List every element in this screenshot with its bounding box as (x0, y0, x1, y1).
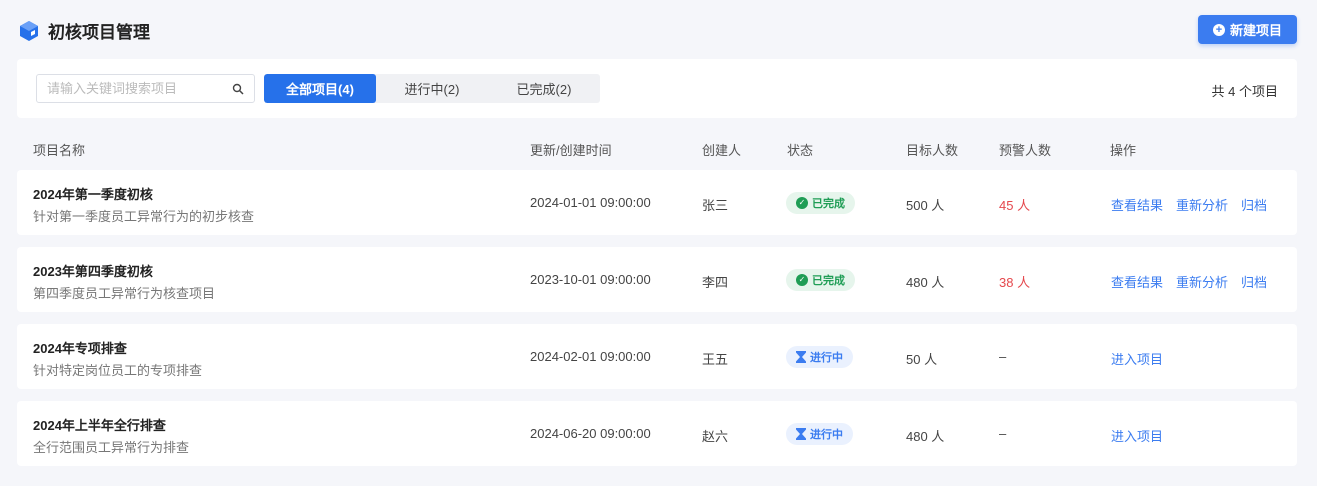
action-link[interactable]: 重新分析 (1176, 275, 1229, 290)
status-text: 已完成 (812, 275, 845, 287)
hourglass-icon (796, 428, 806, 440)
warn-count: – (999, 426, 1007, 441)
action-link[interactable]: 归档 (1241, 275, 1268, 290)
project-name[interactable]: 2024年专项排查 (33, 341, 127, 356)
plus-icon: + (1212, 23, 1225, 36)
row-actions: 查看结果 重新分析 归档 (1111, 195, 1267, 214)
filter-bar: 全部项目(4) 进行中(2) 已完成(2) 共 4 个项目 (17, 59, 1297, 118)
target-count: 480 人 (906, 429, 945, 444)
row-actions: 查看结果 重新分析 归档 (1111, 272, 1267, 291)
status-tabs: 全部项目(4) 进行中(2) 已完成(2) (264, 74, 600, 103)
col-ops: 操作 (1110, 143, 1137, 158)
col-name: 项目名称 (33, 143, 86, 158)
action-link[interactable]: 查看结果 (1111, 275, 1164, 290)
status-badge: ✓ 已完成 (786, 269, 855, 291)
search-input[interactable] (47, 81, 232, 96)
project-time: 2024-06-20 09:00:00 (530, 426, 651, 441)
project-desc: 全行范围员工异常行为排查 (33, 440, 190, 455)
check-circle-icon: ✓ (796, 274, 808, 286)
project-creator: 王五 (702, 352, 729, 367)
hourglass-icon (796, 351, 806, 363)
project-creator: 张三 (702, 198, 729, 213)
project-name[interactable]: 2023年第四季度初核 (33, 264, 153, 279)
action-link[interactable]: 进入项目 (1111, 429, 1164, 444)
col-status: 状态 (787, 143, 814, 158)
action-link[interactable]: 进入项目 (1111, 352, 1164, 367)
new-project-button[interactable]: + 新建项目 (1198, 15, 1297, 44)
project-creator: 李四 (702, 275, 729, 290)
project-name[interactable]: 2024年上半年全行排查 (33, 418, 166, 433)
row-actions: 进入项目 (1111, 349, 1163, 368)
project-time: 2024-02-01 09:00:00 (530, 349, 651, 364)
row-actions: 进入项目 (1111, 426, 1163, 445)
status-badge: 进行中 (786, 423, 853, 445)
col-creator: 创建人 (702, 143, 742, 158)
project-desc: 第四季度员工异常行为核查项目 (33, 286, 216, 301)
col-target: 目标人数 (906, 143, 959, 158)
table-row: 2023年第四季度初核 第四季度员工异常行为核查项目 2023-10-01 09… (17, 247, 1297, 312)
col-time: 更新/创建时间 (530, 143, 612, 158)
action-link[interactable]: 重新分析 (1176, 198, 1229, 213)
action-link[interactable]: 归档 (1241, 198, 1268, 213)
project-name[interactable]: 2024年第一季度初核 (33, 187, 153, 202)
table-row: 2024年第一季度初核 针对第一季度员工异常行为的初步核查 2024-01-01… (17, 170, 1297, 235)
cube-icon (20, 20, 38, 41)
new-project-label: 新建项目 (1229, 23, 1282, 38)
project-time: 2024-01-01 09:00:00 (530, 195, 651, 210)
project-creator: 赵六 (702, 429, 729, 444)
project-count: 共 4 个项目 (1211, 84, 1278, 99)
action-link[interactable]: 查看结果 (1111, 198, 1164, 213)
project-desc: 针对特定岗位员工的专项排查 (33, 363, 203, 378)
warn-count: 45 人 (999, 198, 1031, 213)
status-text: 进行中 (810, 429, 843, 441)
status-badge: 进行中 (786, 346, 853, 368)
col-warn: 预警人数 (999, 143, 1052, 158)
table-row: 2024年专项排查 针对特定岗位员工的专项排查 2024-02-01 09:00… (17, 324, 1297, 389)
status-badge: ✓ 已完成 (786, 192, 855, 214)
check-circle-icon: ✓ (796, 197, 808, 209)
warn-count: 38 人 (999, 275, 1031, 290)
tab-all[interactable]: 全部项目(4) (264, 74, 376, 103)
page-title: 初核项目管理 (18, 18, 150, 43)
search-icon[interactable] (232, 83, 244, 95)
tab-in-progress[interactable]: 进行中(2) (404, 82, 460, 97)
search-box (36, 74, 255, 103)
tab-completed[interactable]: 已完成(2) (516, 82, 572, 97)
title-text: 初核项目管理 (48, 23, 150, 42)
target-count: 50 人 (906, 352, 938, 367)
project-desc: 针对第一季度员工异常行为的初步核查 (33, 209, 255, 224)
status-text: 已完成 (812, 198, 845, 210)
table-row: 2024年上半年全行排查 全行范围员工异常行为排查 2024-06-20 09:… (17, 401, 1297, 466)
warn-count: – (999, 349, 1007, 364)
project-time: 2023-10-01 09:00:00 (530, 272, 651, 287)
target-count: 500 人 (906, 198, 945, 213)
status-text: 进行中 (810, 352, 843, 364)
target-count: 480 人 (906, 275, 945, 290)
